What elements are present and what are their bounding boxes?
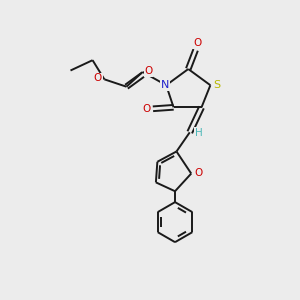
Text: O: O [144,66,153,76]
Text: N: N [160,80,169,90]
Text: O: O [193,38,201,48]
Text: O: O [94,74,102,83]
Text: O: O [142,104,151,114]
Text: H: H [195,128,203,138]
Text: O: O [195,168,203,178]
Text: S: S [213,80,220,90]
